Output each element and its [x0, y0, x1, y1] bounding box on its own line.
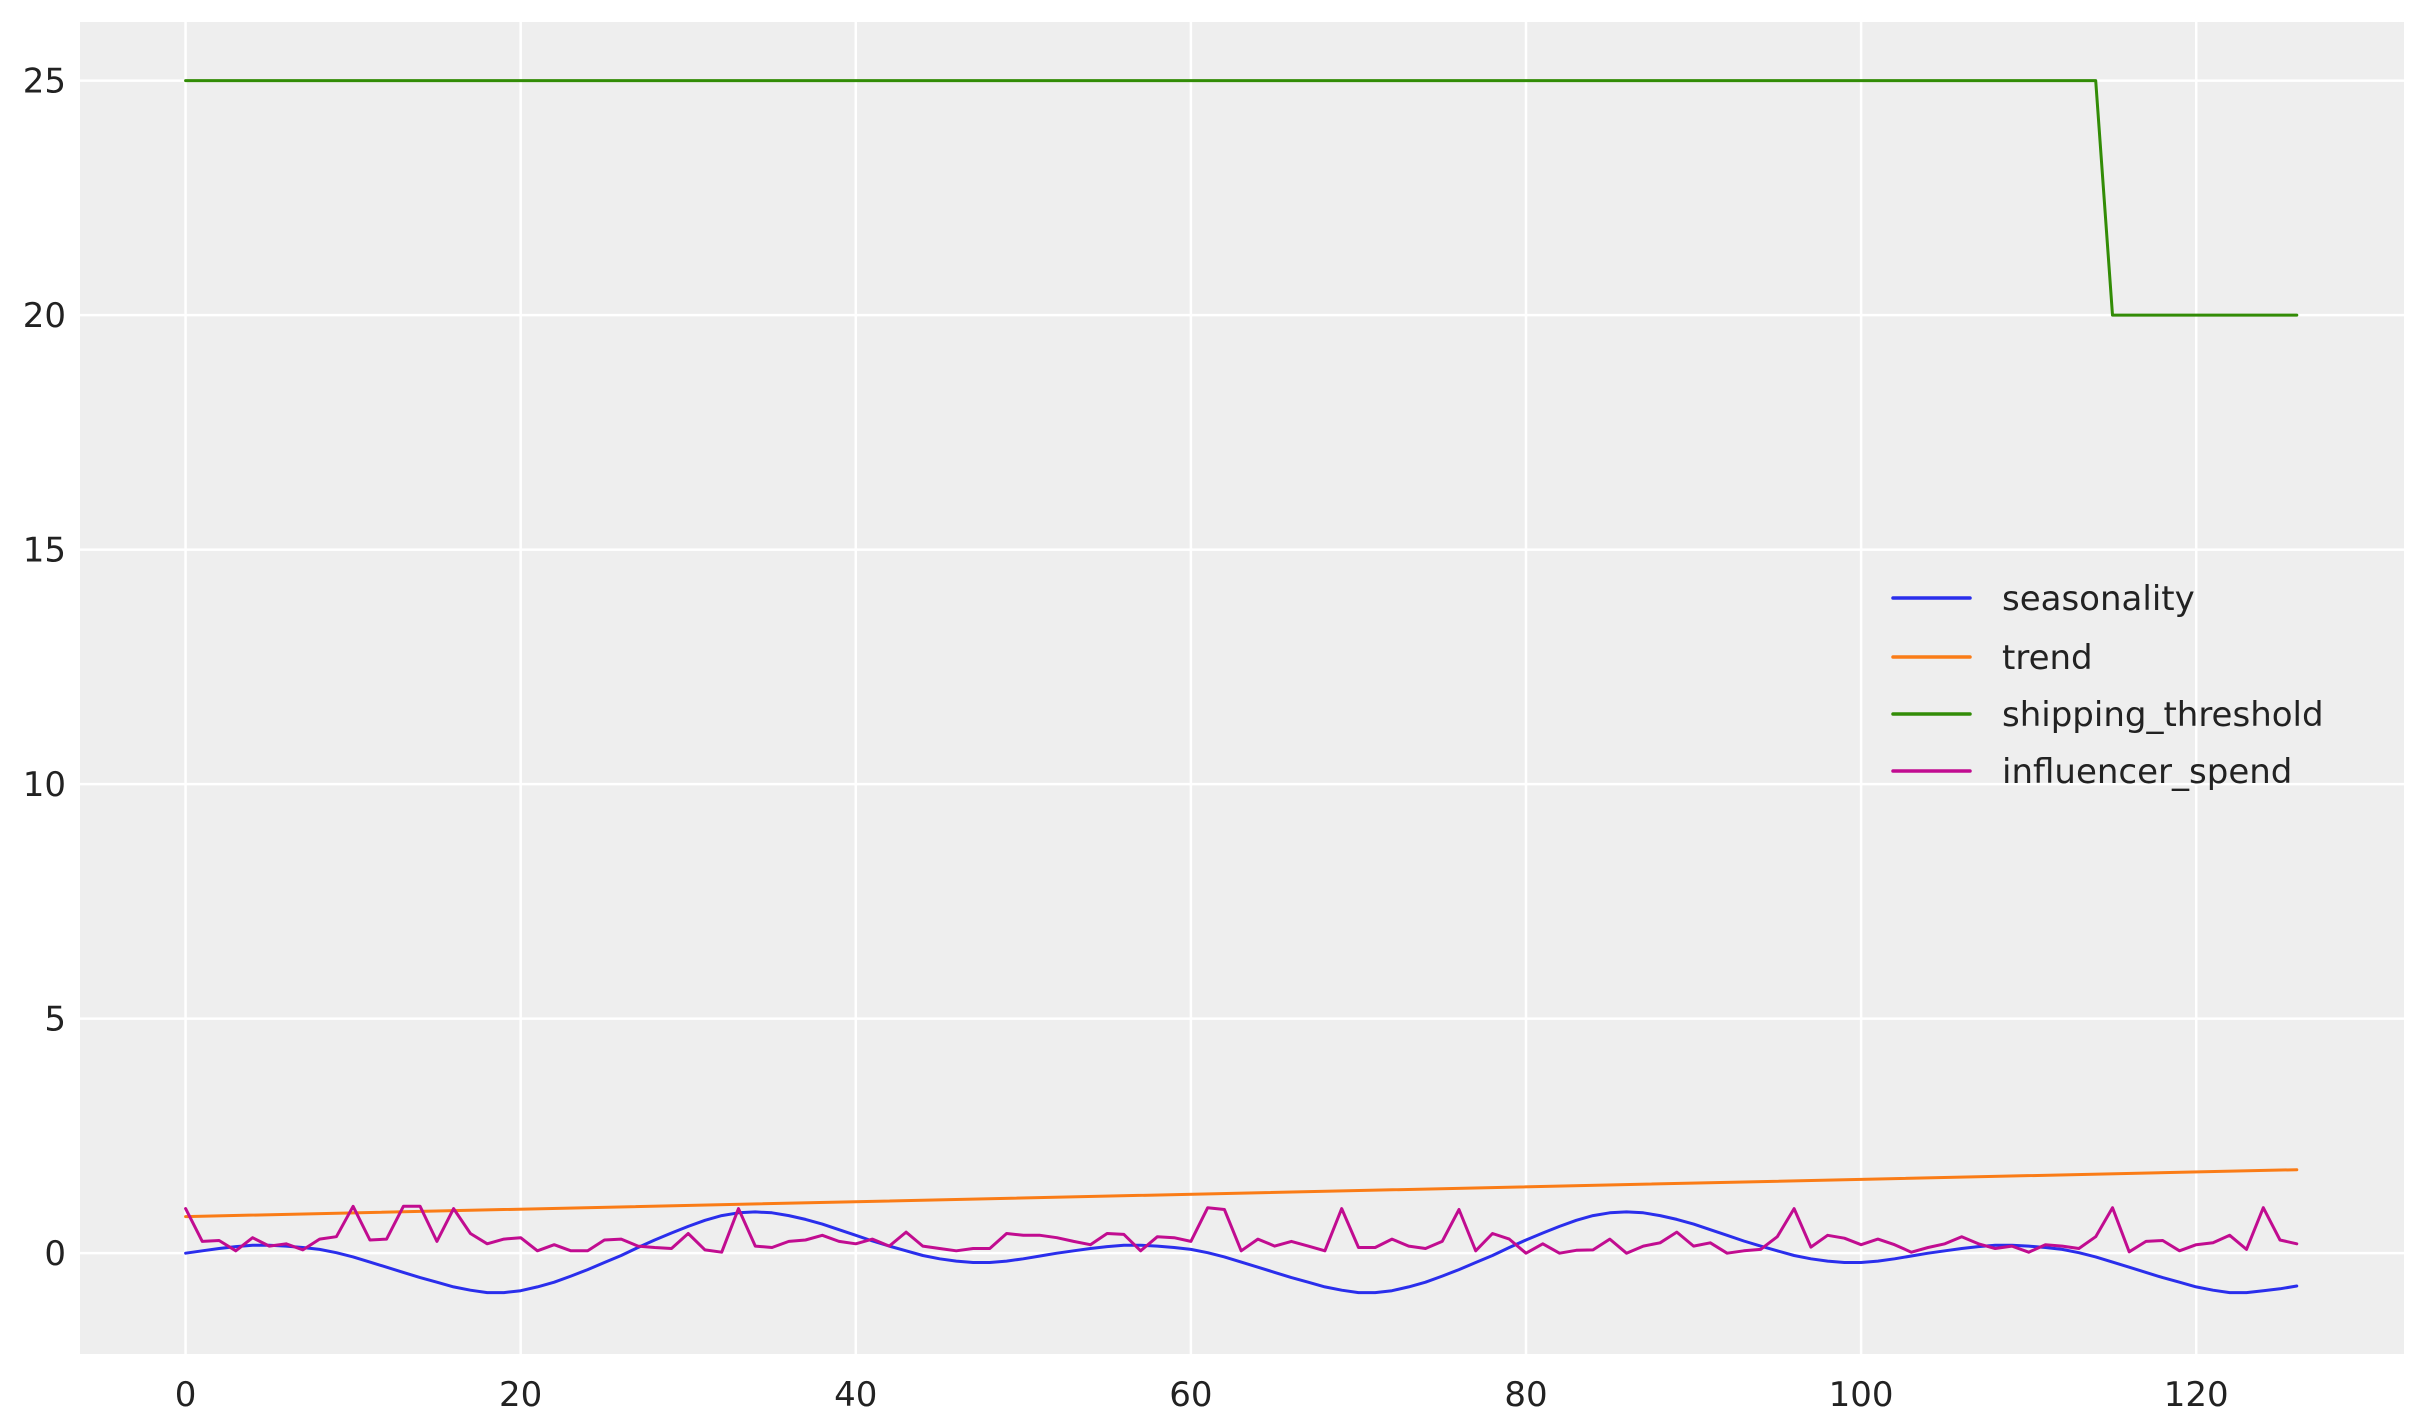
y-tick-label: 5	[44, 1000, 66, 1040]
legend-label: seasonality	[2002, 579, 2195, 619]
x-tick-label: 20	[499, 1375, 542, 1415]
x-tick-label: 0	[175, 1375, 197, 1415]
x-axis-ticks: 0 20 40 60 80 100 120	[175, 1375, 2229, 1415]
y-tick-label: 0	[44, 1234, 66, 1274]
series-line-trend	[184, 1168, 2299, 1219]
series-line-influencer-spend	[184, 1204, 2299, 1255]
y-tick-label: 25	[23, 62, 66, 102]
x-tick-label: 100	[1829, 1375, 1894, 1415]
y-axis-ticks: 0 5 10 15 20 25	[23, 62, 66, 1275]
x-tick-label: 40	[834, 1375, 877, 1415]
plot-area	[80, 22, 2404, 1354]
series-line-shipping-threshold	[184, 79, 2299, 317]
y-tick-label: 20	[23, 296, 66, 336]
legend-label: influencer_spend	[2002, 752, 2292, 792]
x-tick-label: 60	[1169, 1375, 1212, 1415]
y-tick-label: 10	[23, 765, 66, 805]
y-tick-label: 15	[23, 531, 66, 571]
legend-label: shipping_threshold	[2002, 695, 2324, 735]
legend: seasonality trend shipping_thresholdinflue…	[1891, 579, 2324, 792]
legend-label: trend	[2002, 638, 2093, 678]
series-lines	[184, 79, 2299, 1295]
x-tick-label: 120	[2164, 1375, 2229, 1415]
series-line-seasonality	[184, 1210, 2299, 1295]
x-tick-label: 80	[1504, 1375, 1547, 1415]
